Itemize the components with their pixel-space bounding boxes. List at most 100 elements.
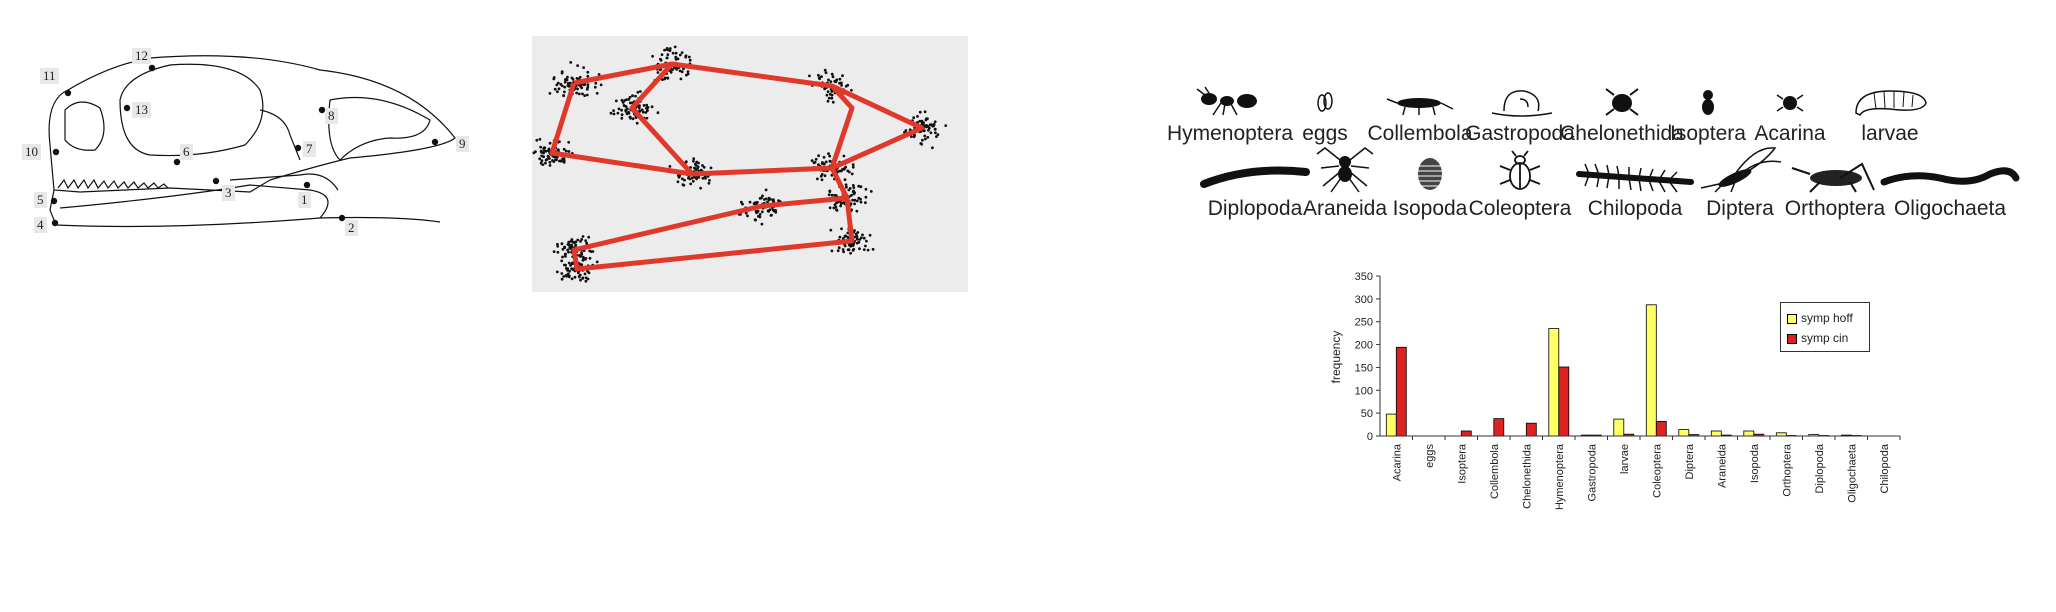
prey-item-oligochaeta: Oligochaeta: [1880, 160, 2020, 222]
outline-lower: [571, 166, 855, 272]
landmark-label-11: 11: [40, 68, 59, 84]
prey-item-chelonethida: Chelonethida: [1552, 85, 1692, 147]
woodlouse-icon: [1418, 158, 1442, 190]
prey-item-collembola: Collembola: [1350, 85, 1490, 147]
landmark-label-12: 12: [132, 48, 151, 64]
bar-chelonethida-series-1: [1525, 422, 1537, 437]
larva-icon: [1855, 90, 1927, 117]
termite-icon: [1702, 90, 1714, 115]
y-tick-label: 200: [1355, 340, 1373, 352]
landmark-label-9: 9: [456, 136, 469, 152]
procrustes-scatter: [532, 36, 968, 292]
outline-inner: [629, 62, 694, 176]
landmark-label-1: 1: [298, 192, 311, 208]
bar-collembola-series-1: [1493, 418, 1505, 437]
legend-label: symp hoff: [1801, 311, 1853, 325]
bar-isopoda-series-0: [1743, 430, 1755, 437]
snail-icon: [1491, 90, 1553, 117]
frequency-bar-chart: 0 50 100 150 200 250 300 350 Acarina eggs Isopter…: [1320, 262, 1920, 512]
procrustes-plot: [532, 45, 948, 283]
prey-item-eggs: eggs: [1255, 85, 1395, 147]
x-tick-label: Chilopoda: [1879, 443, 1891, 493]
bar-coleoptera-series-0: [1645, 304, 1657, 437]
landmark-label-6: 6: [180, 144, 193, 160]
x-tick-label: Chelonethida: [1521, 443, 1533, 509]
skull-drawing: [48, 55, 456, 228]
x-tick-label: Acarina: [1391, 443, 1403, 481]
prey-label: Coleoptera: [1468, 197, 1572, 220]
beetle-icon: [1499, 150, 1541, 190]
y-axis-label: frequency: [1329, 331, 1343, 384]
outline-upper: [549, 61, 925, 177]
legend-entry-series-0: symp hoff: [1787, 311, 1853, 325]
y-tick-label: 300: [1355, 294, 1373, 306]
prey-item-acarina: Acarina: [1720, 85, 1860, 147]
legend-entry-series-1: symp cin: [1787, 331, 1848, 345]
prey-label: Orthoptera: [1784, 197, 1886, 220]
prey-label: larvae: [1861, 122, 1919, 145]
landmark-label-2: 2: [345, 220, 358, 236]
bar-hymenoptera-series-0: [1548, 328, 1560, 437]
x-tick-label: Collembola: [1489, 443, 1501, 499]
landmark-cloud: [903, 110, 948, 150]
landmark-label-3: 3: [222, 185, 235, 201]
x-tick-label: Hymenoptera: [1554, 443, 1566, 510]
prey-item-isoptera: Isoptera: [1638, 85, 1778, 147]
outline-link: [829, 84, 855, 169]
x-tick-label: eggs: [1424, 444, 1436, 468]
bar-larvae-series-0: [1613, 418, 1625, 437]
prey-label: Acarina: [1754, 122, 1826, 145]
y-tick-label: 0: [1367, 431, 1373, 443]
landmark-label-8: 8: [325, 108, 338, 124]
x-tick-label: Coleoptera: [1651, 443, 1663, 498]
prey-label: Isoptera: [1670, 122, 1746, 145]
x-tick-label: Diptera: [1684, 443, 1696, 479]
landmark-label-7: 7: [303, 141, 316, 157]
prey-label: Diplopoda: [1207, 197, 1303, 220]
cricket-icon: [1791, 162, 1875, 193]
y-tick-label: 100: [1355, 385, 1373, 397]
prey-item-larvae: larvae: [1820, 85, 1960, 147]
bar-araneida-series-0: [1710, 430, 1722, 437]
prey-item-chilopoda: Chilopoda: [1565, 160, 1705, 222]
prey-item-coleoptera: Coleoptera: [1450, 150, 1590, 222]
centipede-icon: [1576, 163, 1694, 193]
prey-label: Collembola: [1367, 122, 1473, 145]
prey-item-isopoda: Isopoda: [1360, 158, 1500, 222]
x-tick-label: Oligochaeta: [1846, 443, 1858, 503]
prey-item-araneida: Araneida: [1275, 147, 1415, 222]
x-tick-label: Gastropoda: [1586, 443, 1598, 501]
prey-item-hymenoptera: Hymenoptera: [1160, 85, 1300, 147]
earthworm-icon: [1880, 167, 2020, 186]
prey-label: Araneida: [1302, 197, 1388, 220]
pseudoscorpion-icon: [1605, 88, 1639, 116]
landmark-cloud: [532, 137, 575, 167]
legend-swatch: [1787, 313, 1797, 324]
prey-label: eggs: [1302, 122, 1348, 145]
prey-label: Hymenoptera: [1166, 122, 1294, 145]
prey-label: Chelonethida: [1560, 122, 1684, 145]
chart-legend: symp hoff symp cin: [1780, 302, 1870, 352]
x-axis: Acarina eggs Isoptera Collembola Chelonethid…: [1380, 435, 1901, 510]
x-tick-label: Araneida: [1716, 443, 1728, 488]
x-tick-label: Orthoptera: [1781, 443, 1793, 496]
prey-label: Isopoda: [1392, 197, 1468, 220]
y-axis: 0 50 100 150 200 250 300 350: [1355, 271, 1381, 443]
spider-icon: [1316, 147, 1374, 193]
skull-diagram: 1 2 3 4 5 6 7 8 9 10 11 12 13: [20, 40, 490, 255]
prey-item-gastropoda: Gastropoda: [1450, 85, 1590, 147]
prey-item-diplopoda: Diplopoda: [1185, 160, 1325, 222]
landmark-label-13: 13: [132, 102, 151, 118]
prey-item-diptera: Diptera: [1670, 147, 1810, 222]
y-tick-label: 350: [1355, 271, 1373, 283]
prey-label: Oligochaeta: [1893, 197, 2007, 220]
prey-label: Chilopoda: [1587, 197, 1683, 220]
x-tick-label: Isopoda: [1749, 443, 1761, 483]
bar-hymenoptera-series-1: [1558, 366, 1570, 437]
prey-label: Diptera: [1706, 197, 1774, 220]
landmark-label-10: 10: [22, 144, 41, 160]
bar-acarina-series-1: [1395, 346, 1407, 437]
y-tick-label: 150: [1355, 362, 1373, 374]
prey-item-orthoptera: Orthoptera: [1765, 160, 1905, 222]
bar-diptera-series-0: [1678, 429, 1690, 437]
